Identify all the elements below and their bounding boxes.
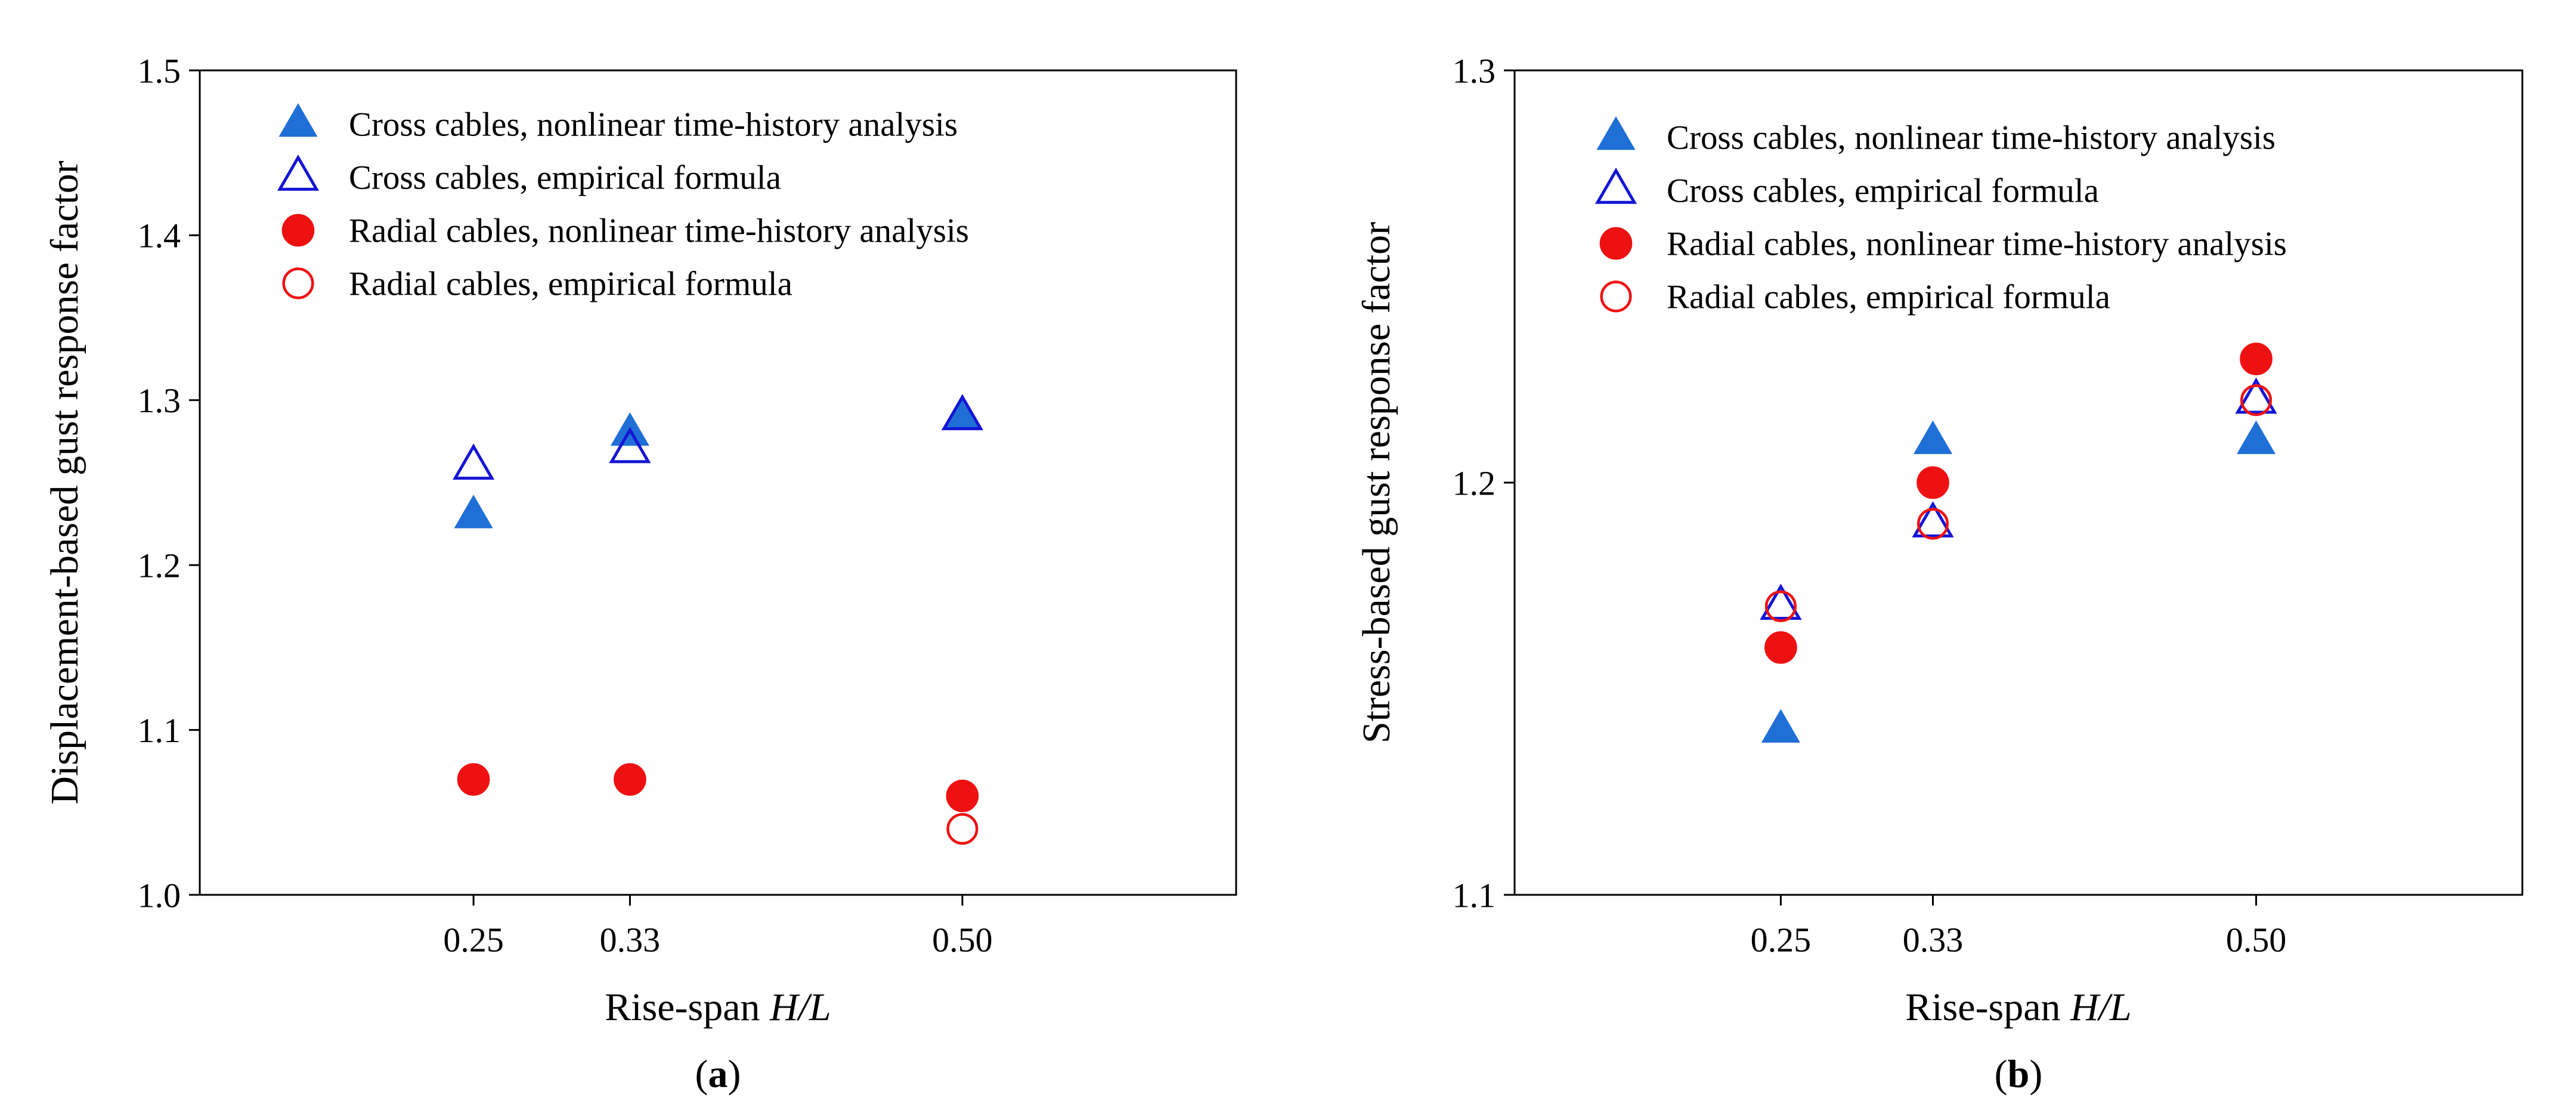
data-point-circle-open (614, 763, 646, 796)
x-axis-label-variable: H/L (2070, 986, 2132, 1029)
legend: Cross cables, nonlinear time-history ana… (277, 103, 969, 302)
data-point-triangle-open (609, 427, 651, 464)
series-1 (1760, 377, 2277, 620)
data-point-triangle-filled (454, 495, 493, 529)
panel-label: (b) (1995, 1052, 2043, 1096)
x-tick-label: 0.25 (443, 920, 504, 959)
legend-label: Radial cables, nonlinear time-history an… (349, 212, 969, 249)
legend-label: Cross cables, nonlinear time-history ana… (349, 106, 958, 143)
legend-marker-circle-open (1600, 280, 1632, 313)
data-point-triangle-filled (2237, 420, 2276, 455)
x-axis-label-prefix: Rise-span (605, 986, 770, 1029)
y-tick-label: 1.0 (138, 876, 181, 915)
y-axis-label: Stress-based gust response factor (1355, 222, 1398, 743)
legend-label: Radial cables, empirical formula (349, 265, 792, 302)
series-3 (1764, 384, 2272, 622)
data-point-circle-open (946, 813, 979, 845)
series-0 (454, 396, 982, 529)
x-tick-label: 0.50 (932, 920, 993, 959)
x-axis-label: Rise-span H/L (605, 986, 831, 1029)
x-axis-label: Rise-span H/L (1905, 986, 2132, 1029)
legend: Cross cables, nonlinear time-history ana… (1594, 116, 2287, 316)
legend-label: Cross cables, nonlinear time-history ana… (1667, 119, 2275, 156)
legend-label: Cross cables, empirical formula (1667, 172, 2099, 209)
data-point-triangle-open (1912, 501, 1954, 537)
panel-label-close-paren: ) (728, 1052, 741, 1096)
y-tick-label: 1.1 (138, 711, 181, 750)
data-point-circle-filled (946, 779, 979, 813)
data-point-circle-open (457, 763, 490, 796)
chart-panel-b: 1.1 1.2 1.3 0.25 0.33 0.50 Rise-span H/L Stress… (1355, 51, 2524, 1096)
data-point-triangle-filled (1913, 420, 1953, 455)
legend-marker-circle-filled (281, 214, 315, 247)
data-point-circle-filled (1764, 631, 1797, 664)
x-tick-label: 0.33 (600, 920, 661, 959)
legend-marker-triangle-open (1594, 168, 1637, 204)
data-point-triangle-open (1760, 583, 1802, 620)
series-1 (452, 394, 984, 480)
x-tick-label: 0.33 (1903, 920, 1964, 959)
legend-label: Radial cables, empirical formula (1667, 278, 2110, 316)
legend-marker-circle-open (282, 267, 314, 299)
series-2 (1764, 342, 2272, 664)
data-point-circle-open (2240, 384, 2272, 416)
data-point-triangle-open (941, 394, 984, 431)
x-tick-label: 0.50 (2226, 920, 2287, 959)
y-axis-label: Displacement-based gust response factor (43, 160, 86, 804)
data-point-circle-filled (1916, 466, 1949, 499)
y-tick-label: 1.5 (138, 51, 181, 90)
chart-panel-a: 1.0 1.1 1.2 1.3 1.4 1.5 0.25 0.33 0.50 Rise-span … (43, 51, 1237, 1096)
x-tick-label: 0.25 (1751, 920, 1812, 959)
data-point-triangle-filled (943, 396, 982, 430)
y-tick-label: 1.4 (138, 217, 181, 255)
panel-label-open-paren: ( (1995, 1052, 2008, 1096)
x-axis-label-variable: H/L (769, 986, 831, 1029)
y-tick-label: 1.3 (138, 381, 181, 420)
series-0 (1761, 420, 2276, 743)
y-tick-label: 1.1 (1453, 876, 1496, 915)
y-tick-label: 1.2 (1453, 464, 1496, 502)
x-axis-label-prefix: Rise-span (1905, 986, 2070, 1029)
legend-marker-triangle-filled (278, 103, 318, 137)
legend-label: Cross cables, empirical formula (349, 159, 781, 196)
data-point-triangle-open (2235, 377, 2277, 414)
data-point-circle-open (1916, 508, 1949, 540)
data-point-circle-filled (2240, 342, 2272, 376)
legend-marker-triangle-filled (1596, 116, 1636, 150)
plot-frame (199, 69, 1237, 896)
series-2 (457, 763, 979, 813)
data-point-circle-open (1764, 590, 1797, 622)
legend-label: Radial cables, nonlinear time-history an… (1667, 225, 2287, 262)
panel-label-close-paren: ) (2029, 1052, 2042, 1096)
panel-label: (a) (695, 1052, 741, 1096)
y-tick-label: 1.2 (138, 546, 181, 585)
series-3 (457, 763, 979, 845)
panel-label-open-paren: ( (695, 1052, 708, 1096)
y-tick-label: 1.3 (1453, 51, 1496, 90)
legend-marker-triangle-open (277, 155, 320, 191)
data-point-triangle-open (452, 443, 495, 480)
data-point-triangle-filled (1761, 709, 1800, 743)
panel-label-letter: a (708, 1052, 728, 1096)
legend-marker-circle-filled (1599, 227, 1633, 260)
panel-label-letter: b (2008, 1052, 2030, 1096)
